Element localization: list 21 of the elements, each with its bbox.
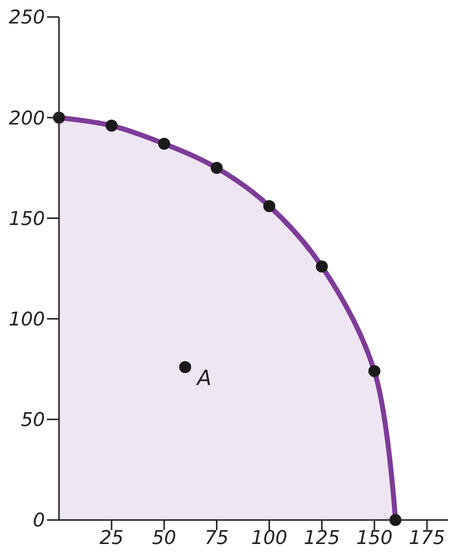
point <box>210 162 223 174</box>
y-tick-label: 200 <box>8 107 45 130</box>
y-tick-label: 250 <box>8 6 45 29</box>
x-tick-label: 75 <box>204 527 229 550</box>
annotation: A <box>195 366 212 390</box>
y-tick-label: 100 <box>8 308 45 330</box>
point <box>316 260 328 272</box>
point <box>106 120 118 132</box>
y-tick-label: 50 <box>20 409 45 432</box>
x-tick-label: 100 <box>251 527 288 550</box>
x-tick-label: 175 <box>408 527 446 550</box>
x-tick-label: 50 <box>152 527 176 550</box>
point <box>368 365 380 378</box>
point <box>158 138 170 150</box>
x-tick-label: 125 <box>304 527 340 550</box>
x-tick-label: 25 <box>99 527 124 550</box>
x-tick-label: 150 <box>356 527 393 550</box>
point <box>263 200 276 212</box>
y-tick-label: 0 <box>32 510 45 532</box>
point <box>179 361 192 374</box>
y-tick-label: 150 <box>8 208 45 230</box>
